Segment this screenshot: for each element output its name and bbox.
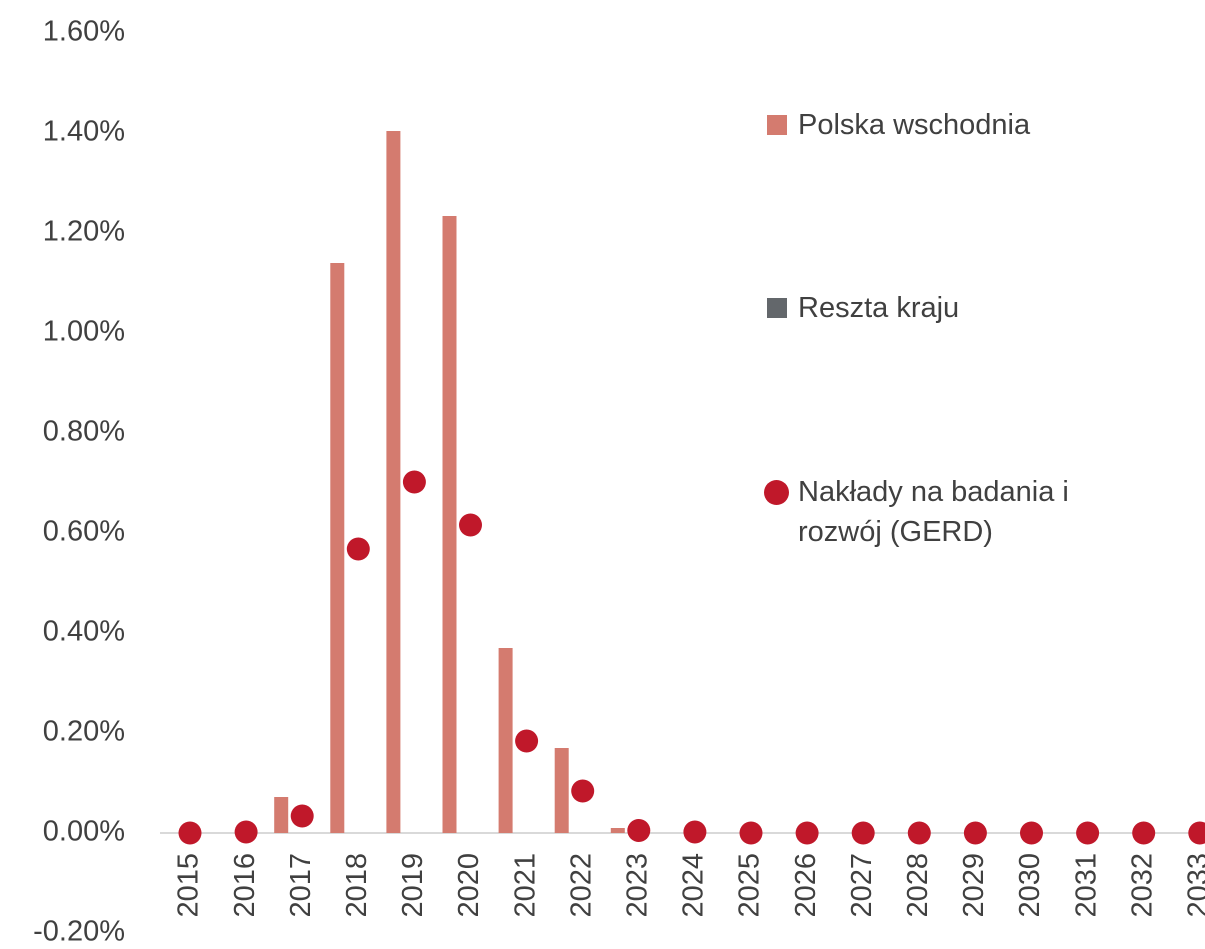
dot bbox=[515, 729, 539, 753]
dot bbox=[402, 470, 426, 494]
x-tick-label: 2027 bbox=[846, 853, 878, 918]
legend-label: Nakłady na badania i rozwój (GERD) bbox=[798, 476, 1069, 548]
dot bbox=[1188, 821, 1205, 845]
x-tick-label: 2021 bbox=[509, 853, 541, 918]
dot bbox=[290, 804, 314, 828]
dot bbox=[234, 820, 258, 844]
bar bbox=[330, 263, 345, 833]
x-tick-label: 2020 bbox=[453, 853, 485, 918]
x-tick-label: 2018 bbox=[341, 853, 373, 918]
dot bbox=[1076, 821, 1100, 845]
legend-label: Reszta kraju bbox=[798, 292, 960, 324]
bar bbox=[386, 131, 401, 833]
y-tick-label: -0.20% bbox=[33, 916, 125, 948]
legend-label: Polska wschodnia bbox=[798, 109, 1031, 141]
y-tick-label: 0.00% bbox=[43, 816, 125, 848]
x-tick-label: 2015 bbox=[173, 853, 205, 918]
x-tick-label: 2025 bbox=[734, 853, 766, 918]
x-tick-label: 2026 bbox=[790, 853, 822, 918]
dot bbox=[907, 821, 931, 845]
bar bbox=[498, 648, 513, 833]
bar bbox=[610, 828, 625, 833]
x-tick-label: 2030 bbox=[1014, 853, 1046, 918]
y-tick-label: 0.80% bbox=[43, 416, 125, 448]
bar bbox=[274, 797, 289, 833]
x-tick-label: 2024 bbox=[678, 853, 710, 918]
x-tick-label: 2028 bbox=[902, 853, 934, 918]
y-tick-label: 1.20% bbox=[43, 216, 125, 248]
dot bbox=[1132, 821, 1156, 845]
legend-swatch bbox=[767, 115, 787, 135]
y-tick-label: 1.60% bbox=[43, 16, 125, 48]
dot bbox=[571, 779, 595, 803]
x-tick-label: 2031 bbox=[1070, 853, 1102, 918]
x-tick-label: 2016 bbox=[229, 853, 261, 918]
x-tick-label: 2029 bbox=[958, 853, 990, 918]
bar bbox=[442, 216, 457, 833]
x-tick-label: 2022 bbox=[565, 853, 597, 918]
x-tick-label: 2032 bbox=[1126, 853, 1158, 918]
legend-swatch bbox=[767, 298, 787, 318]
y-tick-label: 1.40% bbox=[43, 116, 125, 148]
dot bbox=[1020, 821, 1043, 845]
legend-swatch bbox=[764, 480, 789, 505]
dot bbox=[178, 821, 202, 845]
dot bbox=[739, 821, 763, 845]
x-tick-label: 2033 bbox=[1182, 853, 1205, 918]
dot bbox=[627, 819, 651, 842]
y-tick-label: 1.00% bbox=[43, 316, 125, 348]
dot bbox=[346, 537, 370, 561]
x-tick-label: 2019 bbox=[397, 853, 429, 918]
dot bbox=[851, 821, 875, 845]
dot bbox=[795, 821, 819, 845]
bar bbox=[554, 748, 569, 833]
x-tick-label: 2023 bbox=[621, 853, 653, 918]
dot bbox=[683, 820, 707, 844]
dot bbox=[459, 513, 482, 537]
x-tick-label: 2017 bbox=[285, 853, 317, 918]
y-tick-label: 0.20% bbox=[43, 716, 125, 748]
dot bbox=[963, 821, 987, 845]
y-tick-label: 0.40% bbox=[43, 616, 125, 648]
y-tick-label: 0.60% bbox=[43, 516, 125, 548]
